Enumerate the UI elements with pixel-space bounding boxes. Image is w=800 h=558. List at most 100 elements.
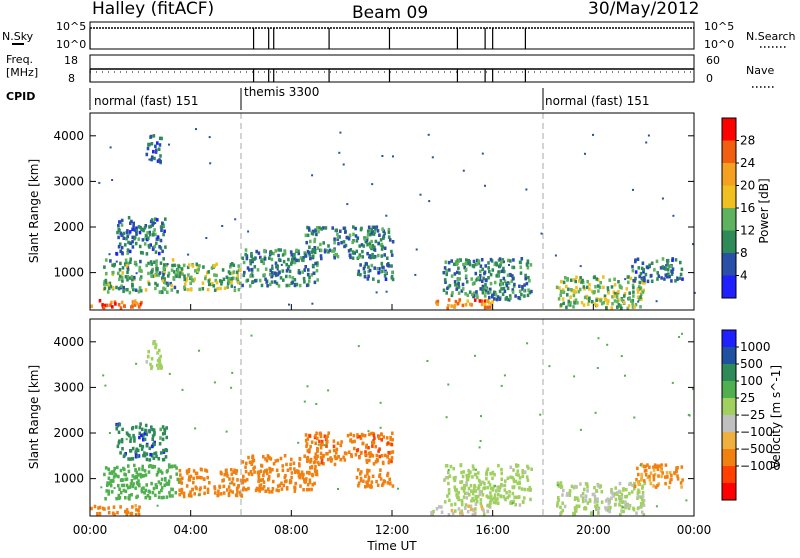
echo-cell bbox=[144, 224, 148, 228]
echo-cell bbox=[676, 474, 679, 478]
echo-cell bbox=[496, 295, 500, 299]
echo-cell bbox=[368, 454, 372, 458]
echo-cell bbox=[627, 275, 630, 279]
echo-cell bbox=[165, 495, 169, 499]
echo-cell bbox=[386, 454, 390, 459]
echo-cell bbox=[221, 479, 224, 483]
echo-cell bbox=[115, 260, 118, 263]
colorbar-swatch bbox=[722, 253, 736, 276]
echo-cell bbox=[466, 299, 469, 303]
echo-cell bbox=[220, 492, 223, 496]
echo-cell bbox=[119, 306, 123, 310]
echo-cell bbox=[362, 244, 366, 248]
echo-cell bbox=[126, 248, 130, 252]
echo-cell bbox=[560, 290, 563, 295]
echo-cell bbox=[105, 258, 108, 262]
echo-cell bbox=[152, 149, 155, 154]
echo-cell bbox=[471, 292, 474, 297]
echo-cell bbox=[445, 272, 448, 277]
echo-cell bbox=[315, 431, 318, 435]
echo-cell bbox=[178, 274, 181, 279]
echo-cell bbox=[257, 474, 260, 478]
echo-cell bbox=[314, 456, 318, 460]
echo-cell bbox=[570, 484, 574, 489]
echo-cell bbox=[285, 262, 288, 267]
echo-cell bbox=[595, 489, 598, 493]
echo-cell bbox=[380, 438, 383, 442]
echo-cell bbox=[129, 439, 132, 443]
echo-cell bbox=[347, 249, 351, 253]
echo-cell bbox=[379, 401, 382, 404]
echo-cell bbox=[298, 464, 301, 468]
echo-cell bbox=[495, 297, 499, 302]
echo-cell bbox=[305, 240, 308, 245]
echo-cell bbox=[505, 295, 508, 300]
echo-cell bbox=[581, 491, 585, 496]
echo-cell bbox=[224, 471, 228, 476]
echo-cell bbox=[483, 271, 486, 276]
echo-cell bbox=[633, 279, 636, 283]
echo-cell bbox=[481, 493, 485, 497]
echo-cell bbox=[230, 472, 234, 476]
echo-cell bbox=[301, 473, 304, 477]
echo-cell bbox=[376, 483, 380, 487]
echo-cell bbox=[646, 475, 649, 479]
echo-cell bbox=[685, 499, 688, 502]
echo-cell bbox=[318, 226, 321, 230]
echo-cell bbox=[122, 466, 125, 471]
echo-cell bbox=[486, 509, 489, 514]
echo-cell bbox=[134, 513, 138, 517]
echo-cell bbox=[528, 485, 532, 490]
echo-cell bbox=[275, 488, 279, 492]
echo-cell bbox=[633, 484, 637, 489]
echo-cell bbox=[353, 251, 356, 255]
echo-cell bbox=[481, 152, 484, 155]
echo-cell bbox=[137, 508, 140, 513]
echo-cell bbox=[138, 244, 142, 249]
echo-cell bbox=[223, 286, 227, 290]
echo-cell bbox=[384, 270, 388, 275]
echo-cell bbox=[325, 452, 328, 456]
echo-cell bbox=[301, 270, 304, 274]
echo-cell bbox=[576, 496, 579, 500]
echo-cell bbox=[181, 476, 184, 481]
echo-cell bbox=[326, 434, 329, 438]
echo-cell bbox=[639, 295, 642, 299]
echo-cell bbox=[306, 437, 310, 441]
echo-cell bbox=[118, 422, 122, 427]
echo-cell bbox=[129, 482, 133, 486]
echo-cell bbox=[462, 495, 466, 499]
echo-cell bbox=[329, 456, 332, 460]
echo-cell bbox=[145, 360, 149, 364]
echo-cell bbox=[333, 462, 337, 467]
echo-cell bbox=[143, 431, 147, 436]
echo-cell bbox=[681, 277, 684, 281]
echo-cell bbox=[388, 458, 391, 462]
echo-cell bbox=[150, 357, 154, 361]
echo-cell bbox=[580, 494, 583, 498]
echo-cell bbox=[303, 454, 306, 458]
echo-cell bbox=[165, 435, 168, 440]
echo-cell bbox=[256, 268, 260, 272]
echo-cell bbox=[316, 454, 319, 458]
echo-cell bbox=[520, 292, 523, 297]
echo-cell bbox=[516, 481, 519, 486]
echo-cell bbox=[306, 385, 309, 388]
echo-cell bbox=[488, 483, 492, 487]
echo-cell bbox=[485, 494, 489, 498]
echo-cell bbox=[368, 432, 371, 437]
echo-cell bbox=[500, 477, 503, 481]
echo-cell bbox=[107, 489, 111, 493]
echo-cell bbox=[599, 280, 602, 285]
echo-cell bbox=[126, 510, 130, 515]
echo-cell bbox=[170, 268, 174, 272]
echo-cell bbox=[620, 492, 624, 497]
echo-cell bbox=[599, 484, 603, 488]
echo-cell bbox=[306, 233, 310, 238]
echo-cell bbox=[136, 454, 140, 459]
echo-cell bbox=[639, 292, 643, 297]
echo-cell bbox=[572, 511, 575, 516]
echo-cell bbox=[157, 147, 161, 151]
nsearch-label: N.Search bbox=[746, 30, 796, 43]
